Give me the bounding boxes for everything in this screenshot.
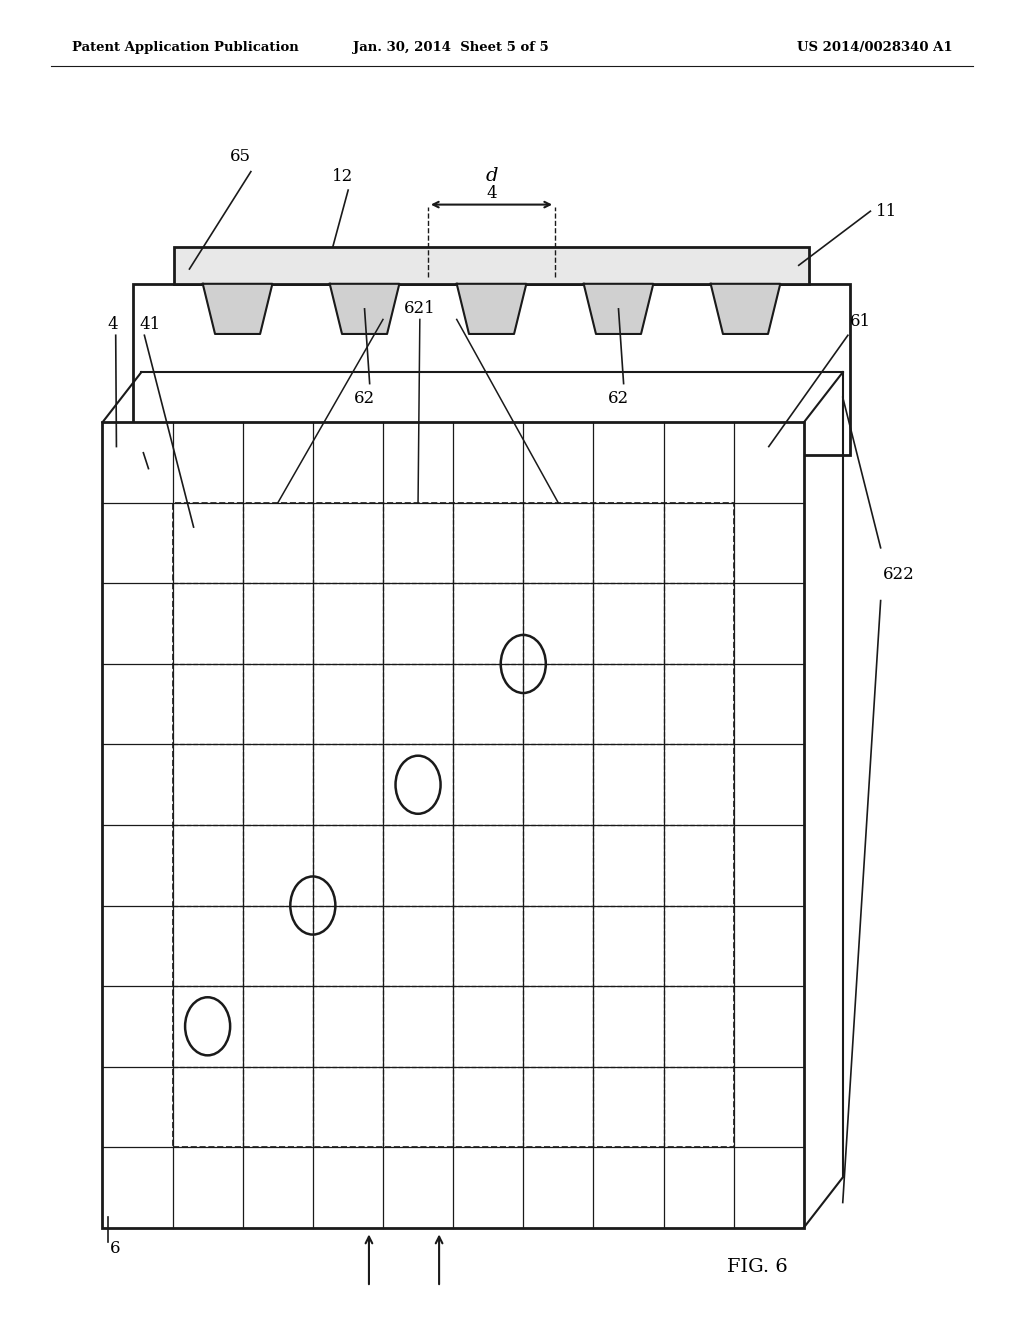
Text: 12: 12 (333, 168, 353, 185)
Text: 41: 41 (139, 315, 161, 333)
Text: 622: 622 (883, 566, 914, 582)
Text: 4: 4 (486, 185, 497, 202)
Polygon shape (457, 284, 526, 334)
Text: 4: 4 (108, 315, 118, 333)
Text: 65: 65 (230, 148, 251, 165)
Text: 11: 11 (876, 203, 897, 219)
Text: d: d (485, 166, 498, 185)
Polygon shape (330, 284, 399, 334)
Bar (172, 503, 733, 1147)
Text: 62: 62 (608, 391, 630, 407)
Polygon shape (203, 284, 272, 334)
Polygon shape (584, 284, 653, 334)
Text: 6: 6 (148, 475, 159, 492)
Text: 62: 62 (354, 391, 376, 407)
Text: 621: 621 (403, 300, 436, 317)
Text: FIG. 5: FIG. 5 (481, 499, 543, 517)
Text: 6: 6 (110, 1241, 120, 1257)
Text: Jan. 30, 2014  Sheet 5 of 5: Jan. 30, 2014 Sheet 5 of 5 (352, 41, 549, 54)
Bar (133, 284, 850, 455)
Text: US 2014/0028340 A1: US 2014/0028340 A1 (797, 41, 952, 54)
Text: Patent Application Publication: Patent Application Publication (72, 41, 298, 54)
Bar (174, 247, 809, 284)
Bar (102, 422, 804, 1228)
Text: 61: 61 (850, 313, 871, 330)
Polygon shape (711, 284, 780, 334)
Text: FIG. 6: FIG. 6 (727, 1258, 788, 1276)
